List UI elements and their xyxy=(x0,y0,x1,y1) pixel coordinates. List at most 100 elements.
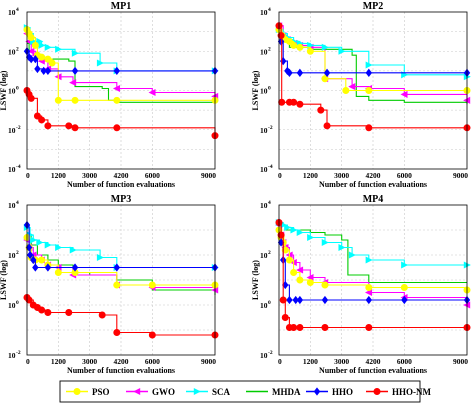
y-tick-exponent: -2 xyxy=(268,125,273,131)
series-point-gwo xyxy=(296,266,304,274)
plot-frame xyxy=(278,11,468,170)
y-tick-base: 10 xyxy=(260,301,268,310)
series-point-pso xyxy=(27,34,35,42)
series-point-hho-nm xyxy=(44,122,52,130)
series-point-hho-nm xyxy=(365,323,373,331)
y-tick-label: 10 -4 xyxy=(260,164,273,174)
series-point-pso xyxy=(285,256,293,264)
series-point-pso xyxy=(38,256,46,264)
x-tick-label: 4200 xyxy=(114,171,129,180)
x-tick-label: 4200 xyxy=(366,357,381,366)
y-tick-exponent: 2 xyxy=(16,250,19,256)
y-tick-exponent: 0 xyxy=(268,86,271,92)
y-tick-label: 10 2 xyxy=(260,46,271,56)
legend-frame xyxy=(59,380,421,403)
series-point-gwo xyxy=(27,47,35,55)
y-tick-base: 10 xyxy=(260,351,268,360)
y-tick-label: 10 -2 xyxy=(8,350,21,360)
series-point-hho-nm xyxy=(296,100,304,108)
series-point-hho-nm xyxy=(317,106,325,114)
series-point-pso xyxy=(365,87,373,95)
series-point-gwo xyxy=(148,88,156,96)
grid xyxy=(27,12,215,169)
y-tick-label: 10 4 xyxy=(8,200,19,210)
y-tick-base: 10 xyxy=(260,8,268,17)
series-point-sca xyxy=(69,246,77,254)
x-tick-label: 9000 xyxy=(201,171,216,180)
y-axis-label: LSWF (log) xyxy=(251,260,260,300)
series-point-hho-nm xyxy=(65,308,73,316)
series-point-sca xyxy=(55,45,63,53)
y-tick-label: 10 2 xyxy=(8,46,19,56)
x-tick-label: 0 xyxy=(278,357,282,366)
y-tick-exponent: 0 xyxy=(268,300,271,306)
y-tick-exponent: 0 xyxy=(16,86,19,92)
series-point-sca xyxy=(30,236,38,244)
y-tick-label: 10 -4 xyxy=(8,164,21,174)
legend-item-sca: SCA xyxy=(186,387,231,397)
series-point-sca xyxy=(307,233,315,242)
series-point-pso xyxy=(71,96,79,104)
y-tick-exponent: -2 xyxy=(268,350,273,356)
series-point-pso xyxy=(54,96,62,104)
series-point-hho xyxy=(296,68,304,77)
series-point-sca xyxy=(55,243,63,252)
series-point-hho xyxy=(279,56,287,66)
legend-swatch-marker xyxy=(73,387,81,395)
legend-item-pso: PSO xyxy=(66,387,110,397)
legend-label: GWO xyxy=(152,387,175,397)
series-point-hho-nm xyxy=(38,306,46,314)
x-tick-label: 6000 xyxy=(145,357,160,366)
series-point-hho xyxy=(365,295,373,305)
x-tick-label: 9000 xyxy=(453,357,468,366)
x-tick-label: 6000 xyxy=(397,171,412,180)
y-tick-label: 10 4 xyxy=(260,200,271,210)
series-point-pso xyxy=(306,47,314,55)
y-tick-base: 10 xyxy=(260,165,268,174)
series-point-hho xyxy=(32,54,39,64)
y-tick-base: 10 xyxy=(8,201,16,210)
series-point-hho-nm xyxy=(281,313,289,321)
series-point-gwo xyxy=(364,288,373,297)
series-point-hho xyxy=(113,66,121,76)
y-tick-exponent: 2 xyxy=(268,250,271,256)
x-axis-label: Number of function evaluations xyxy=(67,366,175,375)
y-tick-exponent: -2 xyxy=(16,125,21,131)
x-tick-label: 0 xyxy=(26,171,30,180)
series-point-sca xyxy=(348,251,356,259)
series-point-hho xyxy=(323,68,331,77)
series-point-pso xyxy=(365,283,373,291)
series-point-hho xyxy=(401,295,408,305)
x-tick-label: 4200 xyxy=(366,171,381,180)
y-tick-label: 10 4 xyxy=(8,7,19,17)
grid xyxy=(27,205,215,355)
series-point-sca xyxy=(321,43,329,51)
series-group xyxy=(275,21,471,132)
series-point-hho xyxy=(30,255,37,265)
series-point-hho-nm xyxy=(365,124,373,132)
y-tick-base: 10 xyxy=(8,126,16,135)
legend-swatch-marker xyxy=(313,387,321,396)
y-tick-exponent: 0 xyxy=(16,300,19,306)
series-point-hho xyxy=(365,68,373,77)
series-point-sca xyxy=(71,49,79,57)
series-point-pso xyxy=(296,43,304,51)
series-point-gwo xyxy=(69,79,77,87)
series-point-hho xyxy=(32,263,39,272)
series-point-sca xyxy=(338,243,346,252)
series-point-gwo xyxy=(348,83,356,91)
y-axis-label: LSWF (log) xyxy=(0,70,8,110)
y-tick-exponent: 2 xyxy=(268,46,271,52)
series-point-sca xyxy=(284,223,292,232)
series-point-hho-nm xyxy=(65,122,73,130)
x-tick-label: 1200 xyxy=(303,357,318,366)
y-tick-exponent: 2 xyxy=(16,46,19,52)
series-point-hho xyxy=(40,66,47,76)
y-tick-label: 10 2 xyxy=(260,250,271,260)
series-point-pso xyxy=(31,41,39,49)
y-tick-base: 10 xyxy=(8,87,16,96)
plot-frame xyxy=(278,204,468,356)
series-point-hho-nm xyxy=(27,94,35,102)
plot-frame xyxy=(26,204,216,356)
